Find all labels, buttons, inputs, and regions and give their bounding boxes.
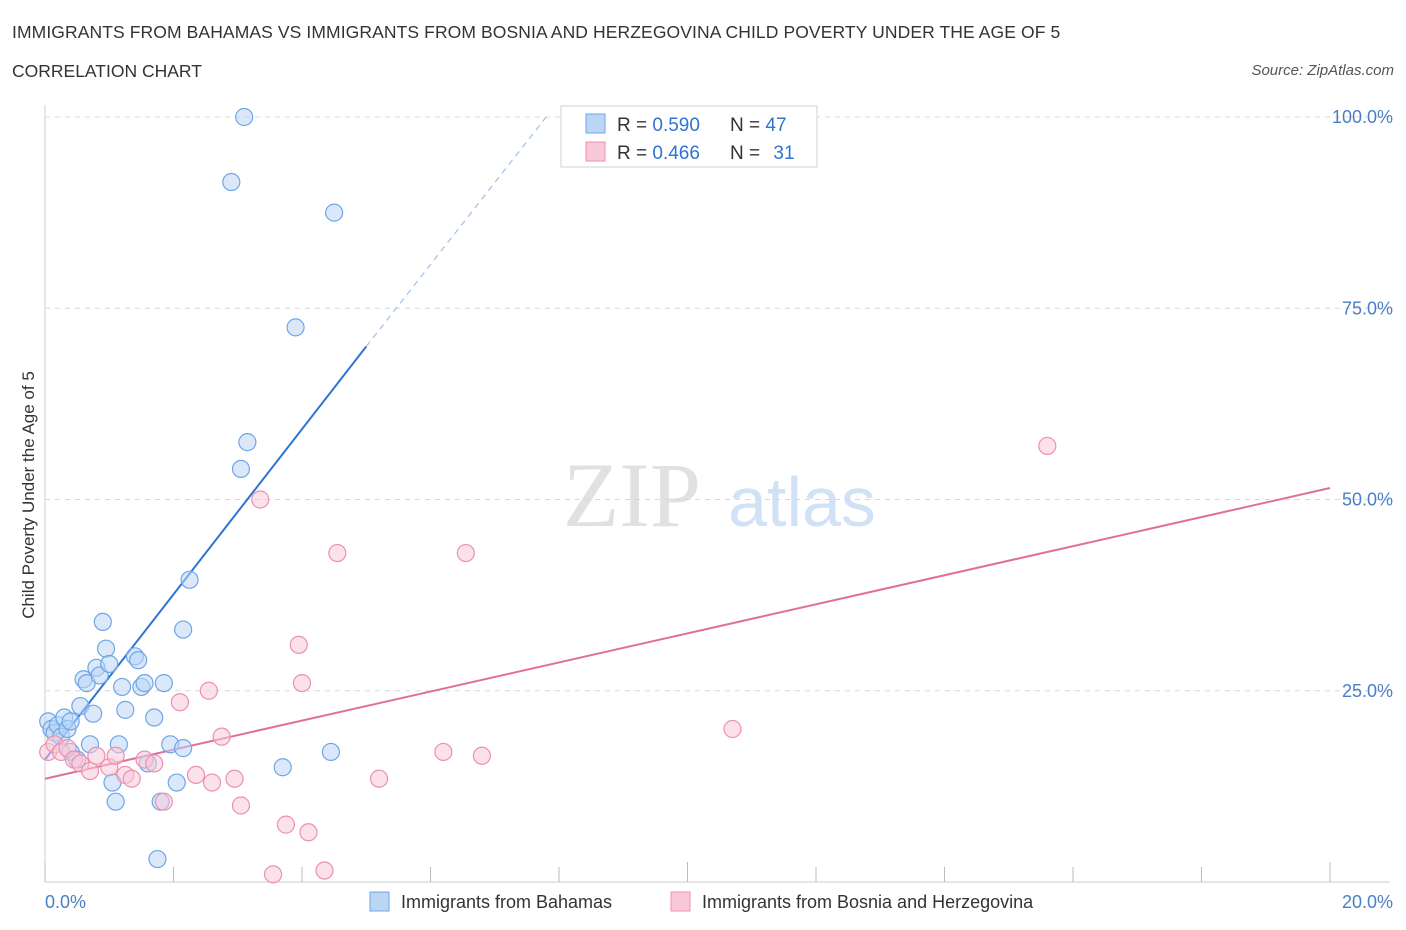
point-bahamas-33 bbox=[154, 673, 173, 693]
point-bosnia-20 bbox=[225, 769, 244, 788]
point-bosnia-35 bbox=[1038, 436, 1057, 456]
x-tick-label-max: 20.0% bbox=[1342, 892, 1393, 912]
point-bosnia-23 bbox=[263, 865, 283, 884]
stats-legend: R = 0.590 N = 47 R = 0.466 N = 31 bbox=[560, 105, 818, 168]
point-bosnia-9 bbox=[106, 746, 125, 765]
point-bahamas-17 bbox=[93, 612, 112, 632]
point-bosnia-18 bbox=[202, 773, 222, 792]
point-bahamas-18 bbox=[96, 639, 116, 658]
point-bosnia-33 bbox=[472, 746, 491, 765]
point-bosnia-27 bbox=[299, 823, 318, 842]
y-tick-label-50: 50.0% bbox=[1342, 490, 1393, 510]
point-bosnia-19 bbox=[212, 727, 231, 746]
y-tick-label-25: 25.0% bbox=[1342, 681, 1393, 701]
point-bosnia-29 bbox=[328, 543, 347, 563]
point-bosnia-25 bbox=[289, 635, 308, 654]
point-bahamas-40 bbox=[231, 459, 251, 478]
point-bahamas-28 bbox=[135, 673, 154, 693]
gridlines bbox=[45, 116, 1390, 692]
legend-r-value-pink: 0.466 bbox=[652, 143, 700, 164]
point-bahamas-36 bbox=[174, 620, 193, 639]
series-legend: Immigrants from Bahamas Immigrants from … bbox=[369, 891, 1034, 912]
point-bosnia-6 bbox=[80, 761, 100, 781]
point-bosnia-22 bbox=[251, 490, 270, 509]
legend-swatch-blue bbox=[585, 113, 606, 134]
trend-line-bahamas bbox=[44, 345, 368, 761]
watermark-zip: ZIP bbox=[563, 444, 701, 546]
point-bosnia-28 bbox=[315, 861, 334, 880]
point-bosnia-32 bbox=[456, 543, 475, 563]
legend-n-value-pink: 31 bbox=[773, 143, 794, 164]
point-bosnia-24 bbox=[276, 815, 296, 834]
tick-labels: 25.0% 50.0% 75.0% 100.0% 0.0% 20.0% bbox=[45, 107, 1393, 912]
point-bahamas-21 bbox=[106, 792, 125, 811]
point-bosnia-11 bbox=[122, 769, 141, 788]
point-bosnia-7 bbox=[87, 746, 106, 765]
point-bahamas-37 bbox=[180, 570, 199, 589]
point-bosnia-21 bbox=[231, 796, 251, 815]
series-swatch-bosnia bbox=[670, 891, 691, 912]
source-credit: Source: ZipAtlas.com bbox=[1251, 62, 1394, 79]
legend-swatch-pink bbox=[585, 141, 606, 162]
point-bosnia-30 bbox=[370, 769, 389, 788]
point-bahamas-26 bbox=[129, 651, 148, 670]
point-bahamas-43 bbox=[286, 318, 305, 337]
trend-line-bahamas-extension bbox=[365, 116, 547, 347]
point-bahamas-14 bbox=[84, 704, 103, 723]
y-tick-label-75: 75.0% bbox=[1342, 298, 1393, 318]
series-legend-item-bosnia[interactable]: Immigrants from Bosnia and Herzegovina bbox=[670, 891, 1034, 912]
trend-line-bosnia bbox=[44, 487, 1331, 780]
stats-legend-row-blue: R = 0.590 N = 47 bbox=[585, 113, 787, 136]
point-bahamas-35 bbox=[167, 773, 186, 792]
legend-r-label-pink: R = bbox=[617, 143, 652, 164]
y-tick-label-100: 100.0% bbox=[1332, 107, 1393, 127]
svg-text:N = 47: N = 47 bbox=[730, 115, 787, 136]
watermark-atlas: atlas bbox=[728, 463, 876, 541]
series-label-bosnia: Immigrants from Bosnia and Herzegovina bbox=[702, 892, 1034, 912]
point-bahamas-23 bbox=[112, 677, 132, 697]
point-bahamas-19 bbox=[100, 654, 119, 674]
point-bahamas-44 bbox=[273, 758, 292, 777]
series-swatch-bahamas bbox=[369, 891, 390, 912]
chart-subtitle: CORRELATION CHART bbox=[12, 61, 202, 81]
legend-n-label-pink: N = bbox=[730, 143, 765, 164]
point-bosnia-16 bbox=[186, 765, 206, 785]
point-bosnia-15 bbox=[170, 693, 190, 712]
point-bahamas-39 bbox=[222, 172, 241, 192]
series-legend-item-bahamas[interactable]: Immigrants from Bahamas bbox=[369, 891, 612, 912]
svg-text:N = 31: N = 31 bbox=[730, 143, 795, 164]
point-bahamas-38 bbox=[174, 739, 193, 758]
chart-title: IMMIGRANTS FROM BAHAMAS VS IMMIGRANTS FR… bbox=[12, 22, 1061, 42]
legend-r-label-blue: R = bbox=[617, 115, 652, 136]
series-label-bahamas: Immigrants from Bahamas bbox=[401, 892, 612, 912]
point-bahamas-24 bbox=[116, 700, 135, 719]
point-bosnia-17 bbox=[199, 681, 218, 700]
point-bosnia-13 bbox=[145, 754, 164, 773]
point-bahamas-31 bbox=[148, 849, 167, 869]
point-bahamas-45 bbox=[321, 742, 341, 762]
point-bahamas-30 bbox=[145, 708, 164, 727]
point-bosnia-26 bbox=[292, 673, 312, 693]
point-bahamas-9 bbox=[61, 712, 80, 731]
x-tick-label-min: 0.0% bbox=[45, 892, 86, 912]
point-bahamas-41 bbox=[235, 107, 254, 127]
trend-lines bbox=[44, 116, 1331, 780]
point-bahamas-42 bbox=[238, 433, 257, 452]
svg-text:R = 0.590: R = 0.590 bbox=[617, 115, 700, 136]
data-points bbox=[39, 107, 1057, 884]
legend-r-value-blue: 0.590 bbox=[652, 115, 700, 136]
legend-n-label-blue: N = bbox=[730, 115, 765, 136]
axes bbox=[44, 105, 1390, 883]
point-bosnia-14 bbox=[154, 792, 173, 811]
point-bosnia-34 bbox=[723, 719, 742, 739]
stats-legend-row-pink: R = 0.466 N = 31 bbox=[585, 141, 795, 164]
svg-text:R = 0.466: R = 0.466 bbox=[617, 143, 700, 164]
legend-n-value-blue: 47 bbox=[765, 115, 786, 136]
point-bahamas-46 bbox=[325, 203, 344, 222]
y-axis-label: Child Poverty Under the Age of 5 bbox=[19, 371, 38, 619]
point-bosnia-31 bbox=[434, 742, 453, 762]
